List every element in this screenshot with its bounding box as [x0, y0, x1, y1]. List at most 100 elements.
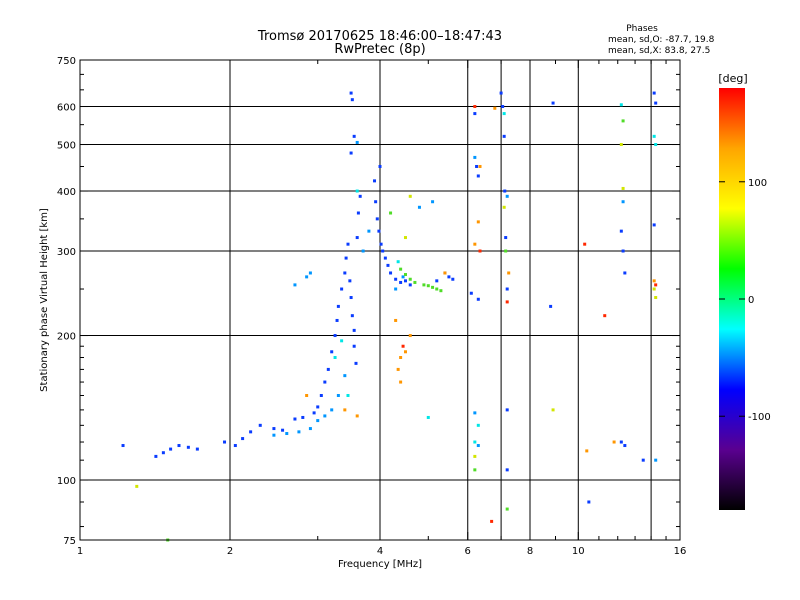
- data-point: [355, 140, 359, 144]
- data-point: [349, 296, 353, 300]
- data-point: [343, 271, 347, 275]
- data-point: [473, 411, 477, 415]
- data-point: [612, 440, 616, 444]
- colorbar-label: [deg]: [718, 72, 747, 85]
- data-point: [652, 91, 656, 95]
- data-point: [451, 277, 455, 281]
- data-point: [333, 334, 337, 338]
- data-point: [505, 287, 509, 291]
- data-point: [431, 200, 435, 204]
- data-point: [223, 440, 227, 444]
- data-point: [413, 280, 417, 284]
- colorbar-tick-label: 100: [748, 178, 767, 189]
- data-point: [621, 200, 625, 204]
- data-point: [355, 236, 359, 240]
- data-point: [476, 174, 480, 178]
- data-point: [379, 242, 383, 246]
- data-point: [473, 112, 477, 116]
- data-point: [346, 394, 350, 398]
- data-point: [473, 440, 477, 444]
- data-point: [358, 194, 362, 198]
- data-point: [476, 444, 480, 448]
- data-point: [333, 355, 337, 359]
- data-point: [502, 134, 506, 138]
- data-point: [507, 271, 511, 275]
- y-tick-label: 750: [57, 56, 76, 67]
- y-axis-label: Stationary phase Virtual Height [km]: [39, 208, 50, 392]
- data-point: [399, 380, 403, 384]
- data-point: [377, 229, 381, 233]
- data-point: [476, 297, 480, 301]
- data-point: [375, 217, 379, 221]
- data-point: [549, 304, 553, 308]
- data-point: [308, 427, 312, 431]
- data-point: [621, 186, 625, 190]
- data-point: [394, 277, 398, 281]
- data-point: [312, 411, 316, 415]
- y-tick-label: 200: [57, 332, 76, 343]
- data-point: [654, 296, 658, 300]
- data-point: [435, 287, 439, 291]
- data-point: [373, 179, 377, 183]
- data-point: [505, 408, 509, 412]
- data-point: [403, 273, 407, 277]
- data-point: [396, 367, 400, 371]
- y-tick-label: 600: [57, 103, 76, 114]
- data-point: [431, 285, 435, 289]
- data-point: [389, 211, 393, 215]
- data-point: [195, 447, 199, 451]
- x-tick-label: 4: [377, 546, 383, 557]
- data-point: [587, 500, 591, 504]
- data-point: [349, 91, 353, 95]
- data-point: [361, 249, 365, 253]
- data-point: [316, 419, 320, 423]
- data-point: [443, 271, 447, 275]
- data-point: [422, 283, 426, 287]
- data-point: [154, 454, 158, 458]
- data-point: [186, 445, 190, 449]
- data-point: [493, 106, 497, 110]
- data-point: [619, 103, 623, 107]
- data-point: [619, 229, 623, 233]
- data-point: [297, 430, 301, 434]
- phase-stats-header: Phases: [626, 24, 658, 34]
- data-point: [473, 454, 477, 458]
- data-point: [505, 194, 509, 198]
- data-point: [585, 449, 589, 453]
- data-point: [336, 394, 340, 398]
- data-point: [301, 415, 305, 419]
- data-point: [654, 101, 658, 105]
- data-point: [473, 155, 477, 159]
- data-point: [161, 451, 165, 455]
- chart-subtitle: RwPretec (8p): [334, 42, 425, 57]
- data-point: [352, 134, 356, 138]
- data-point: [502, 205, 506, 209]
- data-point: [652, 223, 656, 227]
- data-point: [350, 98, 354, 102]
- data-point: [349, 151, 353, 155]
- data-point: [394, 318, 398, 322]
- data-point: [403, 236, 407, 240]
- data-point: [641, 458, 645, 462]
- data-points: [121, 91, 658, 542]
- data-point: [505, 507, 509, 511]
- data-point: [408, 277, 412, 281]
- data-point: [399, 355, 403, 359]
- data-point: [583, 242, 587, 246]
- data-point: [316, 405, 320, 409]
- data-point: [343, 374, 347, 378]
- data-point: [233, 444, 237, 448]
- data-point: [355, 414, 359, 418]
- data-point: [403, 350, 407, 354]
- data-point: [408, 334, 412, 338]
- data-point: [352, 344, 356, 348]
- data-point: [169, 447, 173, 451]
- data-point: [476, 423, 480, 427]
- data-point: [367, 229, 371, 233]
- data-point: [272, 433, 276, 437]
- data-point: [623, 271, 627, 275]
- data-point: [285, 432, 289, 436]
- data-point: [177, 444, 181, 448]
- data-point: [330, 408, 334, 412]
